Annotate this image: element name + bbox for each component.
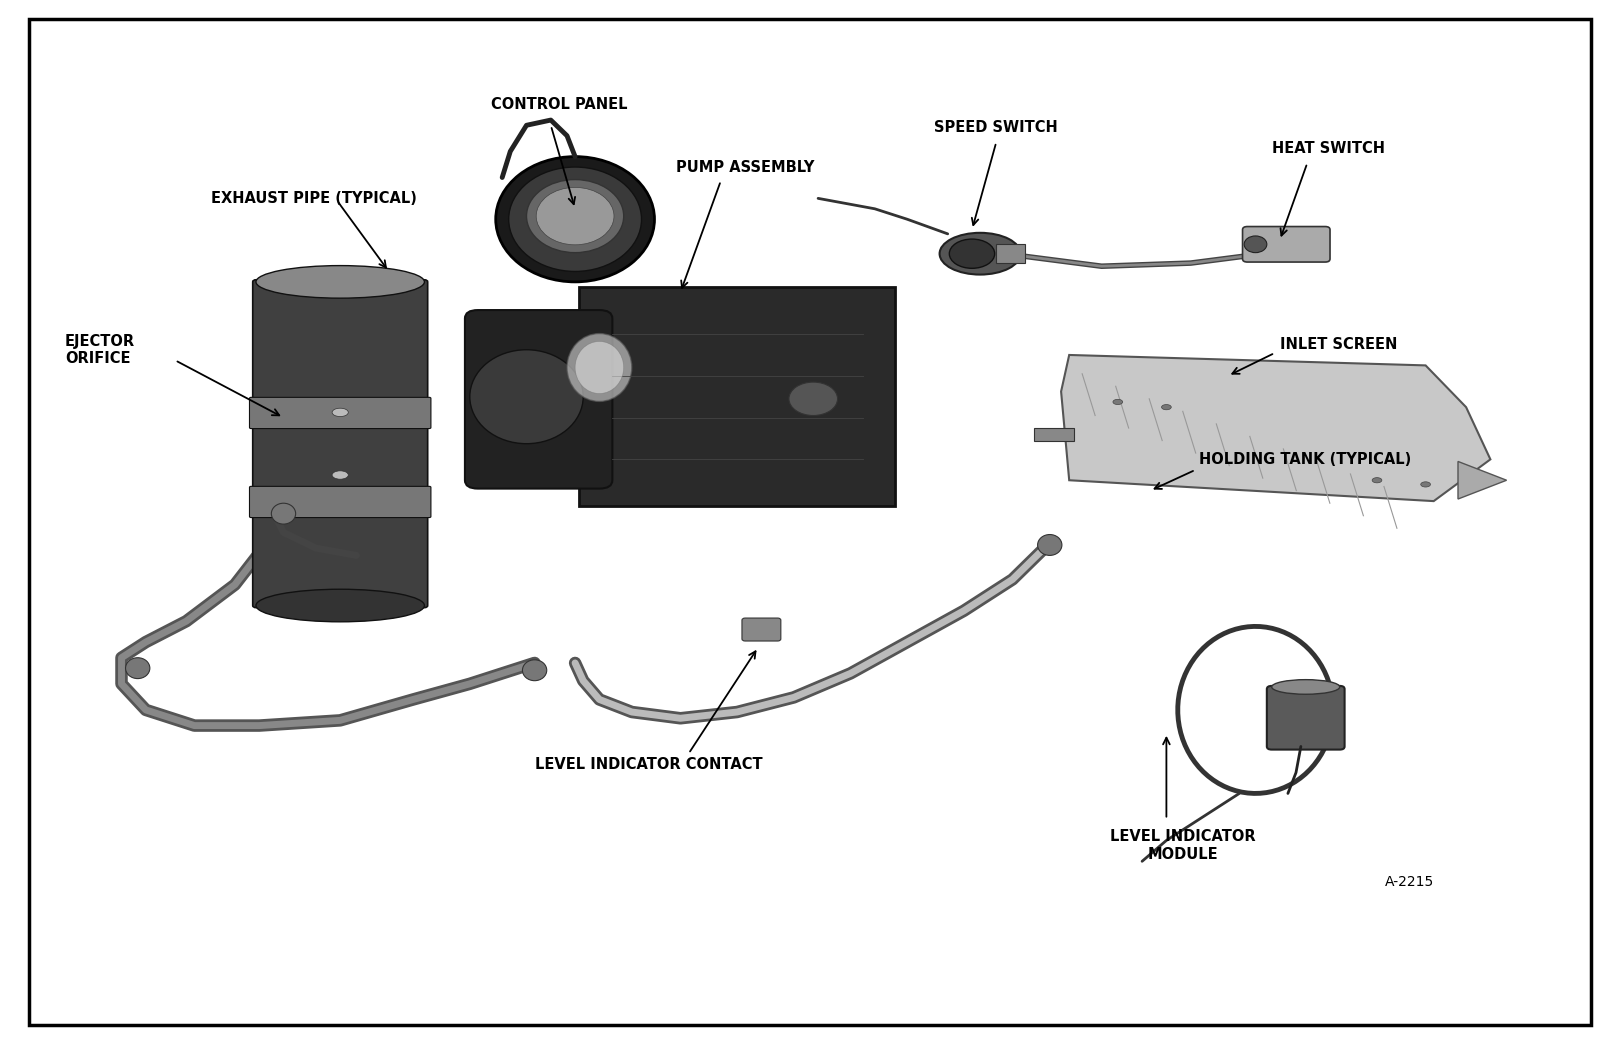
Ellipse shape — [522, 660, 546, 681]
FancyBboxPatch shape — [465, 310, 612, 489]
Text: SPEED SWITCH: SPEED SWITCH — [935, 120, 1058, 135]
Bar — [580, 287, 894, 506]
Text: PUMP ASSEMBLY: PUMP ASSEMBLY — [676, 160, 815, 174]
Text: HOLDING TANK (TYPICAL): HOLDING TANK (TYPICAL) — [1199, 452, 1411, 467]
Text: EXHAUST PIPE (TYPICAL): EXHAUST PIPE (TYPICAL) — [211, 191, 416, 206]
FancyBboxPatch shape — [742, 618, 781, 641]
Ellipse shape — [1372, 478, 1382, 482]
Ellipse shape — [470, 350, 583, 444]
FancyBboxPatch shape — [253, 280, 428, 608]
Ellipse shape — [949, 239, 995, 268]
FancyBboxPatch shape — [1243, 227, 1330, 262]
Ellipse shape — [940, 233, 1021, 275]
Ellipse shape — [1421, 481, 1430, 487]
Text: CONTROL PANEL: CONTROL PANEL — [491, 97, 627, 112]
Ellipse shape — [536, 188, 614, 245]
Ellipse shape — [332, 471, 348, 479]
Ellipse shape — [1272, 680, 1340, 694]
FancyBboxPatch shape — [249, 398, 431, 429]
Ellipse shape — [1037, 535, 1063, 555]
Polygon shape — [1061, 355, 1490, 501]
Ellipse shape — [567, 334, 632, 401]
Ellipse shape — [256, 265, 424, 299]
Text: HEAT SWITCH: HEAT SWITCH — [1272, 141, 1385, 156]
Ellipse shape — [256, 589, 424, 622]
Ellipse shape — [1244, 236, 1267, 253]
Bar — [996, 244, 1025, 263]
Text: A-2215: A-2215 — [1385, 875, 1434, 889]
Ellipse shape — [1162, 404, 1171, 409]
Text: EJECTOR
ORIFICE: EJECTOR ORIFICE — [65, 333, 134, 366]
Text: LEVEL INDICATOR
MODULE: LEVEL INDICATOR MODULE — [1110, 829, 1256, 862]
Text: LEVEL INDICATOR CONTACT: LEVEL INDICATOR CONTACT — [535, 757, 763, 772]
Polygon shape — [1458, 461, 1507, 499]
Text: INLET SCREEN: INLET SCREEN — [1280, 337, 1396, 352]
Ellipse shape — [509, 167, 642, 271]
Bar — [1034, 428, 1074, 441]
Ellipse shape — [575, 341, 624, 394]
Ellipse shape — [332, 408, 348, 417]
Ellipse shape — [526, 180, 624, 253]
FancyBboxPatch shape — [1267, 686, 1345, 750]
Ellipse shape — [789, 382, 838, 416]
Ellipse shape — [496, 157, 654, 282]
Ellipse shape — [272, 503, 295, 524]
Ellipse shape — [126, 658, 151, 679]
FancyBboxPatch shape — [249, 487, 431, 518]
Ellipse shape — [1113, 400, 1123, 405]
